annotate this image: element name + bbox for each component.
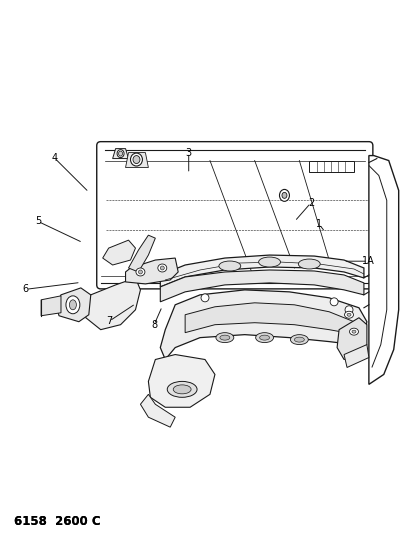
Ellipse shape: [157, 264, 166, 272]
Text: 8: 8: [151, 320, 157, 330]
Polygon shape: [128, 235, 155, 272]
Polygon shape: [83, 278, 140, 330]
Ellipse shape: [216, 333, 233, 343]
Polygon shape: [308, 160, 353, 173]
Text: 1: 1: [315, 219, 321, 229]
Ellipse shape: [290, 335, 308, 345]
Polygon shape: [125, 258, 178, 284]
Ellipse shape: [259, 335, 269, 340]
Polygon shape: [185, 303, 356, 335]
Polygon shape: [140, 394, 175, 427]
Ellipse shape: [136, 268, 144, 276]
Text: 3: 3: [185, 148, 191, 158]
Ellipse shape: [173, 385, 191, 394]
Polygon shape: [336, 318, 366, 360]
Polygon shape: [343, 345, 368, 367]
Ellipse shape: [298, 259, 319, 269]
Ellipse shape: [200, 294, 209, 302]
Text: 7: 7: [106, 316, 112, 326]
Text: 6158  2600 C: 6158 2600 C: [13, 515, 100, 528]
Ellipse shape: [66, 296, 80, 314]
Ellipse shape: [117, 150, 124, 158]
Ellipse shape: [279, 189, 289, 201]
Polygon shape: [112, 149, 128, 158]
Ellipse shape: [130, 153, 142, 166]
Text: 6: 6: [23, 284, 29, 294]
Ellipse shape: [255, 333, 273, 343]
Ellipse shape: [258, 257, 280, 267]
Text: 2: 2: [307, 198, 313, 208]
Ellipse shape: [69, 300, 76, 310]
Polygon shape: [102, 240, 135, 265]
FancyBboxPatch shape: [97, 142, 372, 289]
Ellipse shape: [118, 151, 122, 156]
Ellipse shape: [344, 311, 353, 318]
Ellipse shape: [218, 261, 240, 271]
Ellipse shape: [219, 335, 229, 340]
Ellipse shape: [138, 270, 142, 274]
Ellipse shape: [344, 306, 352, 314]
Ellipse shape: [281, 192, 286, 198]
Ellipse shape: [133, 156, 139, 164]
Ellipse shape: [294, 337, 303, 342]
Polygon shape: [125, 152, 148, 167]
Text: 4: 4: [51, 153, 57, 163]
Ellipse shape: [160, 266, 164, 270]
Text: 5: 5: [35, 216, 41, 227]
Ellipse shape: [348, 328, 357, 335]
Polygon shape: [160, 255, 363, 287]
Polygon shape: [160, 290, 366, 360]
Text: 6158  2600 C: 6158 2600 C: [13, 515, 100, 528]
Ellipse shape: [329, 298, 337, 306]
Ellipse shape: [346, 313, 350, 316]
Ellipse shape: [351, 330, 355, 333]
Polygon shape: [368, 156, 398, 384]
Polygon shape: [41, 296, 61, 316]
Polygon shape: [160, 270, 363, 302]
Ellipse shape: [167, 382, 197, 397]
Text: 1A: 1A: [361, 256, 373, 266]
Polygon shape: [148, 354, 214, 407]
Polygon shape: [56, 288, 90, 322]
